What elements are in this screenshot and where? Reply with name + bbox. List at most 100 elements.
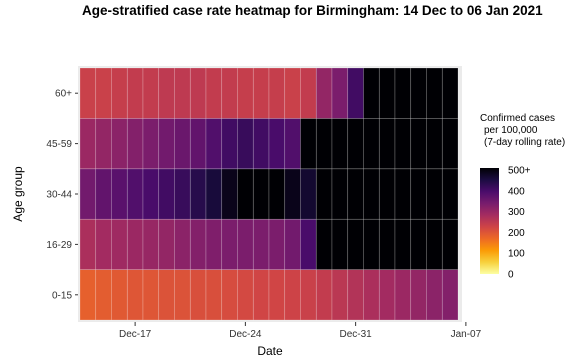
legend-colorbar <box>480 168 499 274</box>
heatmap-cell <box>252 218 270 270</box>
heatmap-cell <box>268 67 286 119</box>
legend-tick-label: 400 <box>508 186 525 197</box>
heatmap-cell <box>95 67 112 119</box>
heatmap-cell <box>189 168 207 220</box>
heatmap-cell <box>205 218 223 270</box>
y-tick-label: 45-59 <box>46 139 72 150</box>
heatmap-cell <box>205 67 223 119</box>
heatmap-cell <box>158 269 175 321</box>
heatmap-cell <box>441 67 459 119</box>
heatmap-cell <box>205 118 223 170</box>
heatmap-cell <box>221 118 238 170</box>
heatmap-cell <box>284 168 301 220</box>
heatmap-cell <box>315 168 333 220</box>
heatmap-cell <box>394 168 412 220</box>
heatmap-cell <box>410 168 427 220</box>
x-axis-title: Date <box>257 344 283 358</box>
heatmap-cell <box>394 67 412 119</box>
heatmap-cell <box>284 67 301 119</box>
heatmap-cell <box>284 118 301 170</box>
heatmap-cell <box>189 218 207 270</box>
heatmap-cell <box>331 67 349 119</box>
x-axis: Dec-17 Dec-24 Dec-31 Jan-07 <box>119 322 482 340</box>
heatmap-cell <box>300 67 317 119</box>
heatmap-cell <box>174 118 191 170</box>
heatmap-cell <box>95 218 112 270</box>
heatmap-cell <box>221 269 238 321</box>
heatmap-cell <box>189 118 207 170</box>
legend-title-line: Confirmed cases <box>480 113 555 124</box>
heatmap-cell <box>315 218 333 270</box>
heatmap-cell <box>142 269 160 321</box>
legend-tick-label: 500+ <box>508 166 531 177</box>
heatmap-cell <box>300 218 317 270</box>
y-tick-label: 30-44 <box>46 190 72 201</box>
heatmap-cell <box>394 118 412 170</box>
heatmap-cell <box>221 168 238 220</box>
heatmap-cell <box>363 168 380 220</box>
heatmap-cell <box>300 118 317 170</box>
heatmap-cell <box>363 118 380 170</box>
heatmap-cell <box>426 118 443 170</box>
x-tick-label: Dec-24 <box>229 329 262 340</box>
heatmap-cell <box>426 168 443 220</box>
heatmap-cell <box>158 118 175 170</box>
heatmap-cell <box>378 67 396 119</box>
y-axis-title: Age group <box>11 166 25 222</box>
heatmap-cell <box>237 218 254 270</box>
heatmap-cell <box>441 118 459 170</box>
heatmap-cell <box>237 269 254 321</box>
heatmap-cell <box>174 218 191 270</box>
heatmap-cell <box>410 67 427 119</box>
heatmap-cell <box>111 67 128 119</box>
y-axis: 0-15 16-29 30-44 45-59 60+ <box>46 89 78 301</box>
heatmap-cell <box>331 218 349 270</box>
heatmap-cell <box>363 269 380 321</box>
heatmap-cell <box>79 269 97 321</box>
heatmap-cell <box>331 168 349 220</box>
x-tick-label: Jan-07 <box>451 329 482 340</box>
heatmap-cell <box>142 118 160 170</box>
heatmap-cell <box>378 168 396 220</box>
heatmap-cell <box>111 168 128 220</box>
heatmap-cell <box>426 67 443 119</box>
heatmap-cell <box>126 168 144 220</box>
heatmap-cell <box>441 218 459 270</box>
heatmap-cell <box>79 168 97 220</box>
heatmap-cell <box>142 218 160 270</box>
heatmap-cell <box>268 218 286 270</box>
heatmap-cell <box>378 218 396 270</box>
heatmap-cell <box>111 218 128 270</box>
heatmap-cell <box>315 269 333 321</box>
legend-tick-label: 0 <box>508 270 514 281</box>
heatmap-cell <box>331 269 349 321</box>
heatmap-cell <box>189 269 207 321</box>
heatmap-cells <box>79 67 459 321</box>
x-tick-label: Dec-17 <box>119 329 152 340</box>
heatmap-cell <box>284 218 301 270</box>
heatmap-cell <box>237 67 254 119</box>
heatmap-cell <box>363 67 380 119</box>
heatmap-cell <box>252 269 270 321</box>
chart-title: Age-stratified case rate heatmap for Bir… <box>82 3 543 18</box>
heatmap-cell <box>174 269 191 321</box>
heatmap-cell <box>363 218 380 270</box>
heatmap-cell <box>426 218 443 270</box>
legend-ticks: 500+ 400 300 200 100 0 <box>508 166 531 281</box>
heatmap-cell <box>410 269 427 321</box>
heatmap-cell <box>95 118 112 170</box>
heatmap-cell <box>331 118 349 170</box>
heatmap-cell <box>252 118 270 170</box>
heatmap-cell <box>126 269 144 321</box>
heatmap-cell <box>221 67 238 119</box>
heatmap-cell <box>347 218 364 270</box>
heatmap-cell <box>268 118 286 170</box>
heatmap-cell <box>378 269 396 321</box>
heatmap-cell <box>174 67 191 119</box>
y-tick-label: 60+ <box>55 89 72 100</box>
heatmap-cell <box>142 168 160 220</box>
heatmap-cell <box>205 168 223 220</box>
legend-title-line: (7-day rolling rate) <box>484 137 565 148</box>
y-tick-label: 16-29 <box>46 240 72 251</box>
heatmap-cell <box>158 67 175 119</box>
